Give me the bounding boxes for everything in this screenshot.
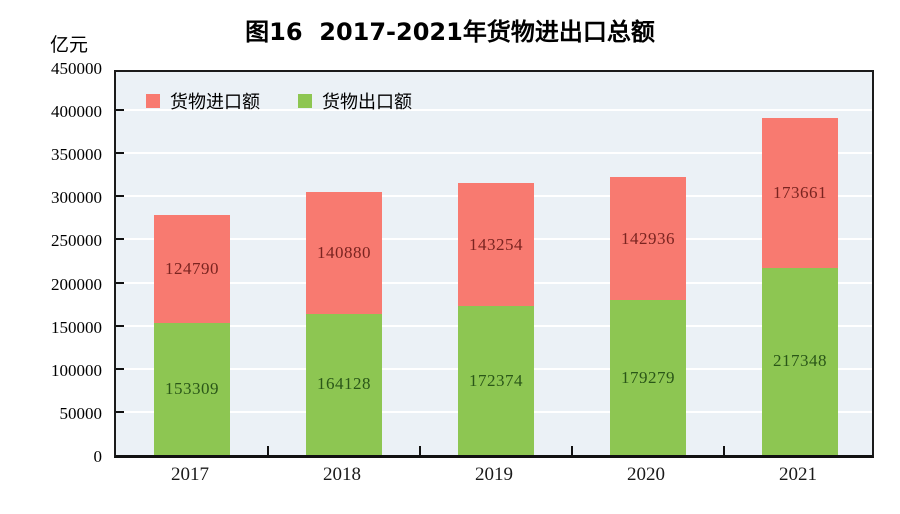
stacked-bar: 172374 143254 (458, 182, 534, 455)
y-axis-unit-label: 亿元 (50, 35, 89, 56)
x-axis-tick-label: 2017 (171, 464, 209, 485)
x-axis-tick-label: 2021 (779, 464, 817, 485)
gridline (116, 152, 872, 155)
legend: 货物进口额 货物出口额 (146, 88, 412, 114)
y-axis-tick-label: 350000 (51, 145, 102, 165)
y-axis-tick-label: 300000 (51, 188, 102, 208)
y-axis-tick-labels: 0 50000 100000 150000 200000 250000 300000 3500… (0, 60, 103, 466)
export-value-label: 172374 (469, 370, 523, 390)
y-axis-tick-label: 400000 (51, 102, 102, 122)
legend-label: 货物进口额 (170, 92, 260, 112)
legend-swatch (146, 94, 160, 108)
stacked-bar: 164128 140880 (306, 192, 382, 455)
export-bar-segment: 164128 (306, 313, 382, 455)
stacked-bar: 179279 142936 (610, 177, 686, 455)
export-bar-segment: 153309 (154, 322, 230, 455)
x-axis-tick-mark (419, 446, 421, 455)
import-bar-segment: 143254 (458, 182, 534, 307)
y-axis-tick-label: 200000 (51, 274, 102, 294)
import-value-label: 142936 (621, 228, 675, 248)
y-axis-tick-mark (116, 195, 124, 198)
x-axis-tick-mark (571, 446, 573, 455)
import-value-label: 173661 (773, 182, 827, 202)
x-axis-tick-mark (723, 446, 725, 455)
stacked-bar: 217348 173661 (762, 117, 838, 455)
y-axis-tick-mark (116, 367, 124, 370)
export-value-label: 217348 (773, 351, 827, 371)
import-value-label: 143254 (469, 234, 523, 254)
import-bar-segment: 140880 (306, 192, 382, 314)
y-axis-tick-label: 450000 (51, 59, 102, 78)
legend-label: 货物出口额 (322, 92, 412, 112)
legend-item: 货物出口额 (298, 88, 412, 114)
x-axis-tick-label: 2018 (323, 464, 361, 485)
y-axis-tick-mark (116, 152, 124, 155)
legend-swatch (298, 94, 312, 108)
y-axis-tick-label: 150000 (51, 317, 102, 337)
y-axis-tick-mark (116, 410, 124, 413)
y-axis-tick-mark (116, 109, 124, 112)
y-axis-tick-label: 50000 (59, 403, 103, 423)
y-axis-tick-label: 250000 (51, 231, 102, 251)
export-value-label: 164128 (317, 374, 371, 394)
x-axis-tick-label: 2020 (627, 464, 665, 485)
import-bar-segment: 173661 (762, 117, 838, 268)
import-bar-segment: 124790 (154, 215, 230, 323)
y-axis-tick-mark (116, 324, 124, 327)
y-axis-tick-label: 100000 (51, 360, 102, 380)
legend-item: 货物进口额 (146, 88, 260, 114)
export-bar-segment: 217348 (762, 267, 838, 455)
import-value-label: 124790 (165, 259, 219, 279)
stacked-bar: 153309 124790 (154, 215, 230, 455)
y-axis-tick-mark (116, 281, 124, 284)
x-axis-tick-labels: 2017 2018 2019 2020 2021 (114, 464, 874, 490)
x-axis-tick-mark (267, 446, 269, 455)
x-axis-tick-label: 2019 (475, 464, 513, 485)
export-bar-segment: 179279 (610, 300, 686, 455)
export-value-label: 179279 (621, 367, 675, 387)
export-bar-segment: 172374 (458, 306, 534, 455)
import-value-label: 140880 (317, 242, 371, 262)
gridline (116, 109, 872, 112)
plot-area: 货物进口额 货物出口额 153309 124790 164128 140880 17237… (114, 70, 874, 458)
y-axis-tick-mark (116, 238, 124, 241)
import-bar-segment: 142936 (610, 177, 686, 301)
chart-title: 图16 2017-2021年货物进出口总额 (245, 18, 655, 46)
y-axis-tick-label: 0 (93, 447, 103, 466)
export-value-label: 153309 (165, 378, 219, 398)
